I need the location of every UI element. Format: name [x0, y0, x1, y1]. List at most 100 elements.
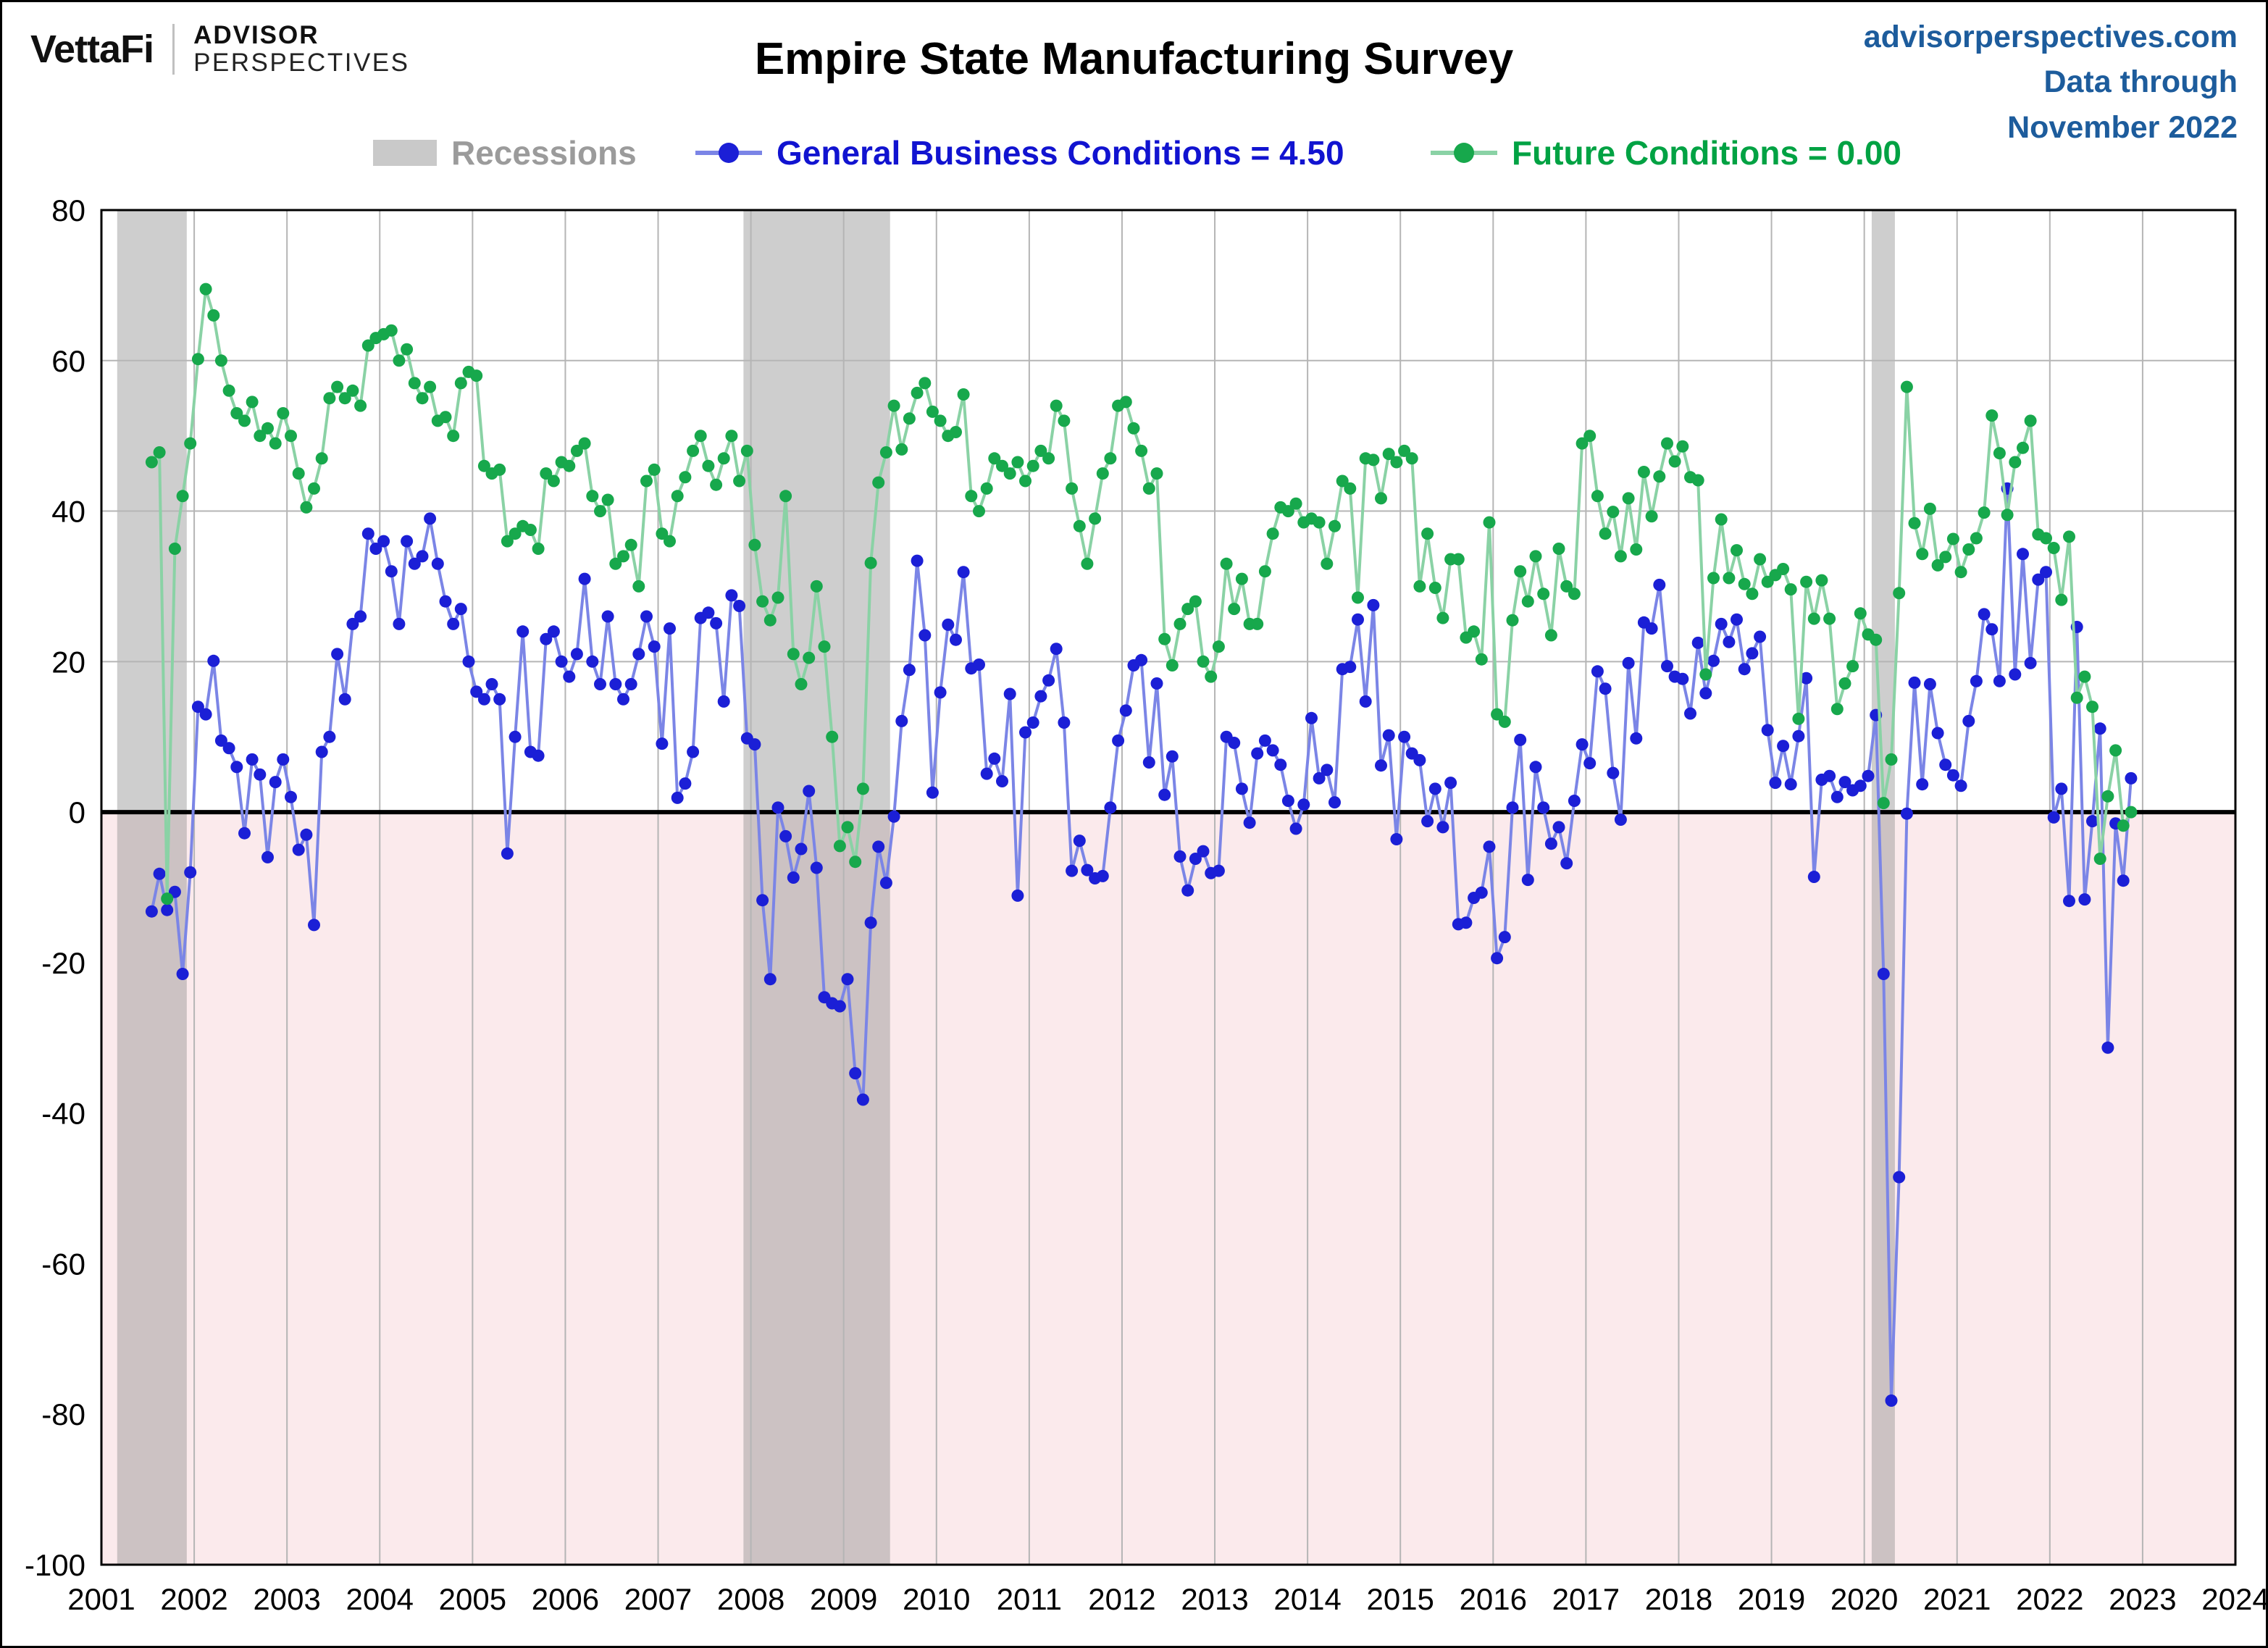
data-point	[1807, 612, 1820, 625]
data-point	[1560, 857, 1573, 870]
data-point	[911, 554, 924, 567]
legend-gbc-label: General Business Conditions = 4.50	[777, 134, 1344, 172]
data-point	[176, 968, 189, 980]
x-tick-label: 2006	[532, 1582, 599, 1616]
data-point	[957, 566, 970, 579]
data-point	[1784, 778, 1797, 791]
data-point	[292, 843, 305, 856]
data-point	[238, 414, 251, 427]
data-point	[1359, 695, 1372, 708]
data-point	[1668, 455, 1681, 468]
data-point	[230, 761, 243, 774]
data-point	[594, 678, 606, 690]
data-point	[1637, 466, 1650, 478]
data-point	[1583, 430, 1597, 443]
data-point	[1181, 884, 1194, 897]
data-point	[1235, 782, 1248, 795]
data-point	[308, 919, 320, 932]
data-point	[671, 791, 684, 804]
data-point	[207, 654, 220, 667]
data-point	[285, 790, 297, 803]
legend-future-conditions: Future Conditions = 0.00	[1431, 127, 1901, 178]
data-point	[1119, 704, 1132, 717]
data-point	[1900, 380, 1913, 393]
data-point	[864, 916, 877, 929]
data-point	[864, 556, 877, 569]
data-point	[609, 557, 622, 570]
data-point	[1807, 871, 1820, 883]
data-point	[222, 742, 235, 755]
data-point	[1251, 617, 1264, 630]
data-point	[1127, 422, 1140, 435]
data-point	[1723, 635, 1736, 648]
data-point	[431, 557, 444, 570]
data-point	[1096, 467, 1109, 480]
brand-divider	[172, 23, 175, 75]
data-point	[2009, 456, 2022, 469]
data-point	[1885, 1394, 1898, 1407]
data-point	[957, 388, 970, 401]
data-point	[439, 595, 452, 608]
data-point	[1877, 968, 1890, 980]
data-point	[1661, 660, 1673, 673]
data-point	[1731, 613, 1743, 626]
data-point	[191, 353, 204, 366]
data-point	[1066, 482, 1079, 495]
data-point	[1375, 492, 1387, 505]
x-tick-label: 2007	[624, 1582, 692, 1616]
data-point	[996, 459, 1008, 472]
data-point	[1622, 656, 1635, 669]
data-point	[285, 430, 297, 443]
data-point	[803, 785, 816, 798]
data-point	[648, 640, 661, 653]
data-point	[1281, 795, 1294, 807]
data-point	[477, 693, 490, 706]
data-point	[338, 392, 351, 405]
data-point	[385, 565, 398, 578]
data-point	[980, 482, 993, 495]
data-point	[2055, 593, 2068, 606]
data-point	[934, 414, 947, 427]
data-point	[725, 430, 738, 443]
data-point	[640, 610, 653, 623]
data-point	[2040, 566, 2052, 579]
x-tick-label: 2003	[253, 1582, 320, 1616]
data-point	[1173, 617, 1187, 630]
data-point	[1321, 764, 1334, 777]
source-site: advisorperspectives.com	[1863, 20, 2238, 54]
data-point	[199, 283, 212, 296]
data-point	[1568, 587, 1581, 601]
data-point	[1962, 714, 1975, 727]
data-point	[354, 399, 367, 412]
data-point	[2055, 782, 2068, 795]
data-point	[2109, 744, 2122, 757]
data-point	[2117, 874, 2130, 887]
data-point	[1491, 952, 1504, 965]
data-point	[1297, 798, 1310, 811]
data-point	[393, 354, 406, 367]
data-point	[470, 685, 483, 698]
data-point	[1985, 623, 1999, 636]
y-tick-label: -80	[41, 1397, 85, 1431]
data-point	[161, 892, 174, 905]
x-tick-label: 2014	[1273, 1582, 1341, 1616]
data-point	[145, 456, 158, 469]
data-point	[1900, 807, 1913, 820]
data-point	[1498, 715, 1511, 728]
data-point	[1034, 690, 1047, 703]
data-point	[1823, 769, 1836, 782]
data-point	[1792, 729, 1805, 743]
data-point	[346, 384, 359, 397]
data-point	[1576, 437, 1589, 450]
data-point	[277, 407, 290, 419]
x-tick-label: 2024	[2201, 1582, 2268, 1616]
data-point	[771, 801, 784, 814]
future-legend-marker-icon	[1431, 143, 1497, 163]
data-point	[1784, 583, 1797, 596]
data-point	[401, 535, 414, 548]
data-point	[1985, 409, 1999, 422]
data-point	[779, 829, 792, 842]
data-point	[1591, 490, 1604, 503]
data-point	[656, 527, 669, 540]
data-point	[1506, 801, 1519, 814]
